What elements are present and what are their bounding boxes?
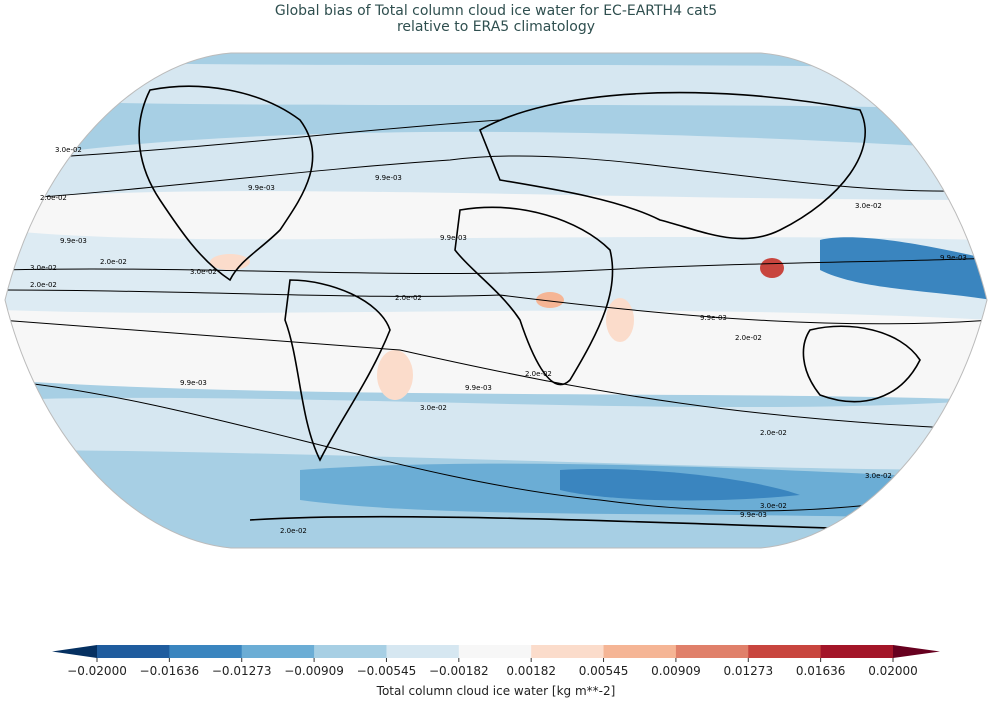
- contour-label: 3.0e-02: [865, 472, 892, 480]
- coast-eurasia: [478, 91, 866, 240]
- field-africa-positive: [536, 292, 564, 308]
- coastlines: [138, 85, 921, 531]
- contour-label: 2.0e-02: [760, 429, 787, 437]
- plot-title-line2: relative to ERA5 climatology: [396, 19, 596, 35]
- contour-label: 9.9e-03: [375, 174, 402, 182]
- field-band-south: [5, 397, 987, 470]
- contour-label: 2.0e-02: [735, 334, 762, 342]
- colorbar-under-arrow: [52, 645, 97, 658]
- contour-label: 2.0e-02: [100, 258, 127, 266]
- colorbar-segment: [386, 645, 460, 658]
- colorbar-tick-label: 0.02000: [868, 664, 918, 678]
- contour-label: 2.0e-02: [30, 281, 57, 289]
- contour-label: 3.0e-02: [30, 264, 57, 272]
- field-band-itcz: [5, 230, 987, 320]
- field-atlantic-positive: [377, 350, 413, 400]
- colorbar-segment: [169, 645, 243, 658]
- contour-label: 9.9e-03: [700, 314, 727, 322]
- colorbar-tick-label: −0.00182: [428, 664, 489, 678]
- colorbar-segment: [603, 645, 677, 658]
- coast-australia: [802, 325, 921, 403]
- colorbar-tick-label: 0.00182: [506, 664, 556, 678]
- contour-label: 9.9e-03: [60, 237, 87, 245]
- contour-label: 9.9e-03: [440, 234, 467, 242]
- map-panel: 9.9e-032.0e-023.0e-022.0e-023.0e-029.9e-…: [4, 52, 988, 549]
- colorbar-segment: [97, 645, 170, 658]
- contour-label: 2.0e-02: [395, 294, 422, 302]
- colorbar-label: Total column cloud ice water [kg m**-2]: [376, 684, 616, 698]
- contour-label: 9.9e-03: [465, 384, 492, 392]
- coast-antarctica: [249, 515, 901, 531]
- contour-label: 9.9e-03: [940, 254, 967, 262]
- colorbar-segment: [314, 645, 387, 658]
- plot-title-line1: Global bias of Total column cloud ice wa…: [274, 3, 718, 19]
- contour-label: 9.9e-03: [180, 379, 207, 387]
- colorbar-segment: [458, 645, 532, 658]
- coast-south-america: [284, 279, 391, 462]
- contour-label: 3.0e-02: [190, 268, 217, 276]
- colorbar-tick-label: −0.01273: [211, 664, 272, 678]
- colorbar-tick-label: 0.00545: [578, 664, 629, 678]
- colorbar-tick-label: −0.00545: [356, 664, 417, 678]
- colorbar-over-arrow: [893, 645, 940, 658]
- contour-label: 2.0e-02: [525, 370, 552, 378]
- bias-field: [5, 53, 987, 548]
- colorbar-tick-label: −0.00909: [284, 664, 344, 678]
- colorbar-tick-label: 0.01273: [723, 664, 774, 678]
- field-band-strong-negative: [560, 469, 800, 501]
- contour-label: 3.0e-02: [855, 202, 882, 210]
- contour-label: 9.9e-03: [740, 511, 767, 519]
- field-warm-pool-negative: [820, 237, 987, 300]
- field-madagascar-positive: [606, 298, 634, 342]
- field-maritime-positive: [760, 258, 784, 278]
- contour-label: 2.0e-02: [40, 194, 67, 202]
- colorbar-segment: [241, 645, 315, 658]
- contour-labels: 9.9e-032.0e-023.0e-022.0e-023.0e-029.9e-…: [30, 146, 967, 535]
- contour-label: 3.0e-02: [420, 404, 447, 412]
- contour-label: 3.0e-02: [55, 146, 82, 154]
- contour-label: 9.9e-03: [248, 184, 275, 192]
- contour-label: 3.0e-02: [760, 502, 787, 510]
- coast-north-america: [138, 85, 314, 282]
- field-band-arctic: [5, 60, 987, 110]
- contour-label: 2.0e-02: [280, 527, 307, 535]
- coast-africa: [454, 206, 614, 386]
- colorbar-tick-label: 0.01636: [795, 664, 846, 678]
- colorbar-tick-label: 0.00909: [651, 664, 701, 678]
- colorbar-segment: [675, 645, 749, 658]
- colorbar-tick-label: −0.02000: [67, 664, 127, 678]
- colorbar: [52, 645, 940, 662]
- colorbar-tick-label: −0.01636: [139, 664, 200, 678]
- colorbar-segment: [820, 645, 894, 658]
- colorbar-segment: [748, 645, 822, 658]
- colorbar-segment: [531, 645, 605, 658]
